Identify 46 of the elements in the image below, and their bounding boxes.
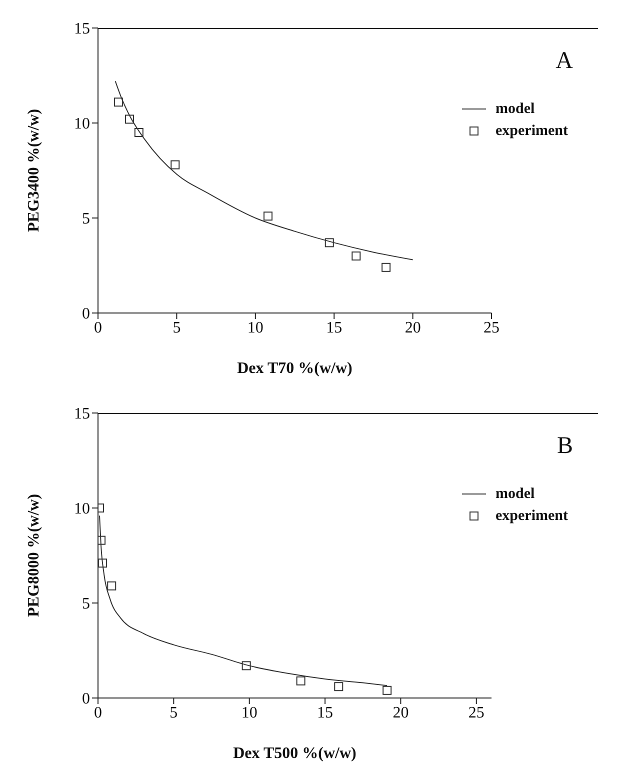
point xyxy=(352,252,361,260)
y-tick-label: 15 xyxy=(74,20,90,38)
legend-label: model xyxy=(496,486,535,502)
x-tick-label: 20 xyxy=(392,704,409,722)
point xyxy=(242,661,251,670)
y-tick-label: 5 xyxy=(82,596,90,613)
point xyxy=(382,262,391,272)
point xyxy=(107,581,116,590)
text: A xyxy=(556,48,573,75)
x-tick-label: 0 xyxy=(94,319,102,336)
x-tick-label: 15 xyxy=(317,704,334,722)
x-tick-label: 0 xyxy=(94,704,102,722)
legend-label: model xyxy=(496,100,535,118)
y-tick-label: 5 xyxy=(82,210,90,228)
point xyxy=(334,682,344,692)
x-tick-label: 25 xyxy=(484,319,500,336)
x-tick-label: 15 xyxy=(326,319,342,336)
point xyxy=(382,686,392,695)
point xyxy=(134,128,144,137)
y-tick-label: 0 xyxy=(82,690,90,708)
y-tick-label: 0 xyxy=(82,306,90,323)
legend-label: experiment xyxy=(496,508,568,524)
legend-label: experiment xyxy=(496,122,568,140)
point xyxy=(264,212,272,221)
x-tick-label: 25 xyxy=(468,704,484,722)
x-axis-title: Dex T70 %(w/w) xyxy=(237,360,352,377)
x-tick-label: 5 xyxy=(172,319,181,336)
x-tick-label: 10 xyxy=(241,704,258,722)
y-axis-title: PEG8000 %(w/w) xyxy=(26,494,43,618)
y-axis-title: PEG3400 %(w/w) xyxy=(26,108,43,232)
x-tick-label: 10 xyxy=(247,319,264,336)
point xyxy=(124,114,134,124)
y-tick-label: 10 xyxy=(74,116,90,133)
x-tick-label: 5 xyxy=(170,704,178,722)
point xyxy=(114,98,123,107)
text: B xyxy=(556,433,573,460)
point xyxy=(324,238,334,248)
point xyxy=(170,160,180,170)
point xyxy=(98,558,108,568)
y-tick-label: 15 xyxy=(74,406,90,423)
x-tick-label: 20 xyxy=(404,319,421,336)
point xyxy=(296,676,306,686)
x-axis-title: Dex T500 %(w/w) xyxy=(233,745,356,762)
point xyxy=(98,536,106,545)
line-series xyxy=(114,80,414,260)
y-tick-label: 10 xyxy=(74,500,90,518)
